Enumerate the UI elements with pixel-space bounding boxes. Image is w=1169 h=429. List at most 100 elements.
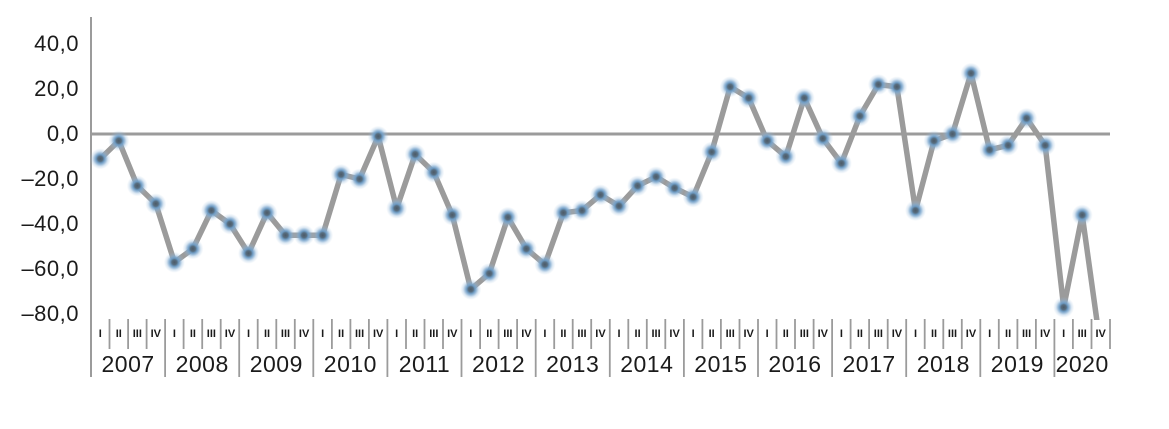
y-axis-tick-label: –20,0	[21, 166, 79, 191]
data-point-marker	[275, 224, 296, 246]
data-point-marker	[645, 166, 667, 188]
data-point-marker	[756, 130, 778, 152]
data-point-marker	[1016, 107, 1038, 129]
year-label: 2016	[768, 351, 822, 377]
quarter-tick-label: I	[172, 328, 176, 340]
quarter-tick-label: I	[395, 328, 399, 340]
quarter-tick-label: I	[691, 328, 695, 340]
data-point-marker	[330, 164, 352, 185]
y-axis-tick-label: –40,0	[21, 211, 79, 236]
data-point-marker	[923, 130, 945, 152]
data-point-marker	[89, 148, 111, 170]
quarter-tick-label: III	[132, 328, 142, 340]
data-point-marker	[460, 278, 482, 300]
y-axis-tick-label: 20,0	[34, 76, 79, 101]
quarter-tick-label: I	[246, 328, 251, 340]
y-axis-tick-label: –60,0	[21, 256, 79, 281]
quarter-tick-label: III	[1022, 328, 1032, 340]
quarter-tick-label: III	[1077, 328, 1087, 340]
quarter-tick-label: I	[765, 328, 769, 340]
series-line	[97, 70, 1100, 320]
data-point-marker	[182, 238, 204, 260]
quarter-tick-label: IV	[595, 328, 606, 340]
year-label: 2015	[694, 351, 748, 377]
quarter-tick-label: III	[651, 328, 661, 340]
quarter-tick-label: II	[560, 328, 567, 340]
quarter-tick-label: II	[189, 328, 196, 340]
year-label: 2007	[101, 351, 155, 377]
quarter-tick-label: II	[634, 328, 641, 340]
data-point-marker	[701, 141, 723, 163]
data-point-marker	[793, 87, 815, 109]
data-point-marker	[738, 87, 760, 109]
quarter-tick-label: II	[338, 328, 345, 340]
data-point-marker	[775, 146, 797, 167]
data-point-marker	[293, 224, 315, 246]
data-point-marker	[404, 143, 426, 165]
data-point-marker	[590, 184, 611, 206]
quarter-tick-label: III	[280, 328, 291, 340]
quarter-tick-label: I	[913, 328, 918, 340]
year-label: 2017	[842, 351, 896, 377]
quarter-tick-label: III	[873, 328, 883, 340]
year-label: 2019	[990, 351, 1044, 377]
year-label: 2018	[916, 351, 970, 377]
data-point-marker	[256, 202, 278, 224]
quarter-tick-label: IV	[1039, 328, 1051, 340]
data-point-marker	[534, 254, 556, 275]
quarter-tick-label: IV	[965, 328, 977, 340]
data-point-marker	[349, 168, 371, 190]
quarter-tick-label: IV	[298, 328, 310, 340]
quarter-tick-label: I	[98, 328, 102, 340]
year-label: 2008	[175, 351, 229, 377]
quarter-tick-label: III	[206, 328, 216, 340]
quarter-tick-label: II	[856, 328, 863, 340]
data-point-marker	[719, 76, 741, 98]
quarter-tick-label: IV	[150, 328, 161, 340]
year-label: 2011	[398, 351, 451, 377]
quarter-tick-label: I	[469, 328, 473, 340]
data-point-marker	[664, 177, 686, 199]
quarter-tick-label: I	[543, 328, 547, 340]
quarter-tick-label: III	[503, 328, 513, 340]
data-point-marker	[960, 62, 982, 84]
data-point-marker	[367, 125, 389, 147]
data-point-marker	[423, 161, 445, 183]
data-point-marker	[997, 134, 1019, 156]
quarter-tick-label: III	[577, 328, 587, 340]
quarter-tick-label: II	[263, 328, 271, 340]
y-axis-tick-label: 0,0	[46, 121, 79, 146]
data-point-marker	[849, 105, 871, 127]
quarter-tick-label: IV	[372, 328, 384, 340]
data-point-marker	[830, 152, 852, 174]
quarter-tick-label: IV	[743, 328, 754, 340]
y-axis-tick-label: –80,0	[21, 301, 79, 326]
data-point-marker	[627, 175, 649, 197]
data-point-marker	[515, 238, 537, 260]
data-point-marker	[608, 195, 630, 217]
quarter-tick-label: IV	[669, 328, 680, 340]
quarter-tick-label: I	[988, 328, 992, 340]
quarter-tick-label: IV	[224, 328, 236, 340]
data-point-marker	[441, 204, 463, 226]
quarter-tick-label: I	[321, 328, 325, 340]
year-label: 2014	[620, 351, 674, 377]
quarter-tick-label: III	[947, 328, 958, 340]
quarter-tick-label: IV	[891, 328, 903, 340]
y-axis-tick-label: 40,0	[34, 31, 79, 56]
quarter-tick-label: IV	[447, 328, 458, 340]
data-point-marker	[867, 74, 889, 95]
quarter-tick-label: II	[115, 328, 122, 340]
quarter-tick-label: I	[1062, 328, 1066, 340]
data-point-marker	[200, 200, 222, 221]
quarter-tick-label: I	[617, 328, 621, 340]
data-point-marker	[312, 224, 334, 246]
data-point-marker	[1071, 204, 1093, 226]
data-point-marker	[1034, 134, 1056, 156]
data-point-marker	[386, 197, 408, 219]
year-label: 2012	[472, 351, 526, 377]
quarter-tick-label: III	[355, 328, 365, 340]
data-point-marker	[942, 123, 963, 145]
